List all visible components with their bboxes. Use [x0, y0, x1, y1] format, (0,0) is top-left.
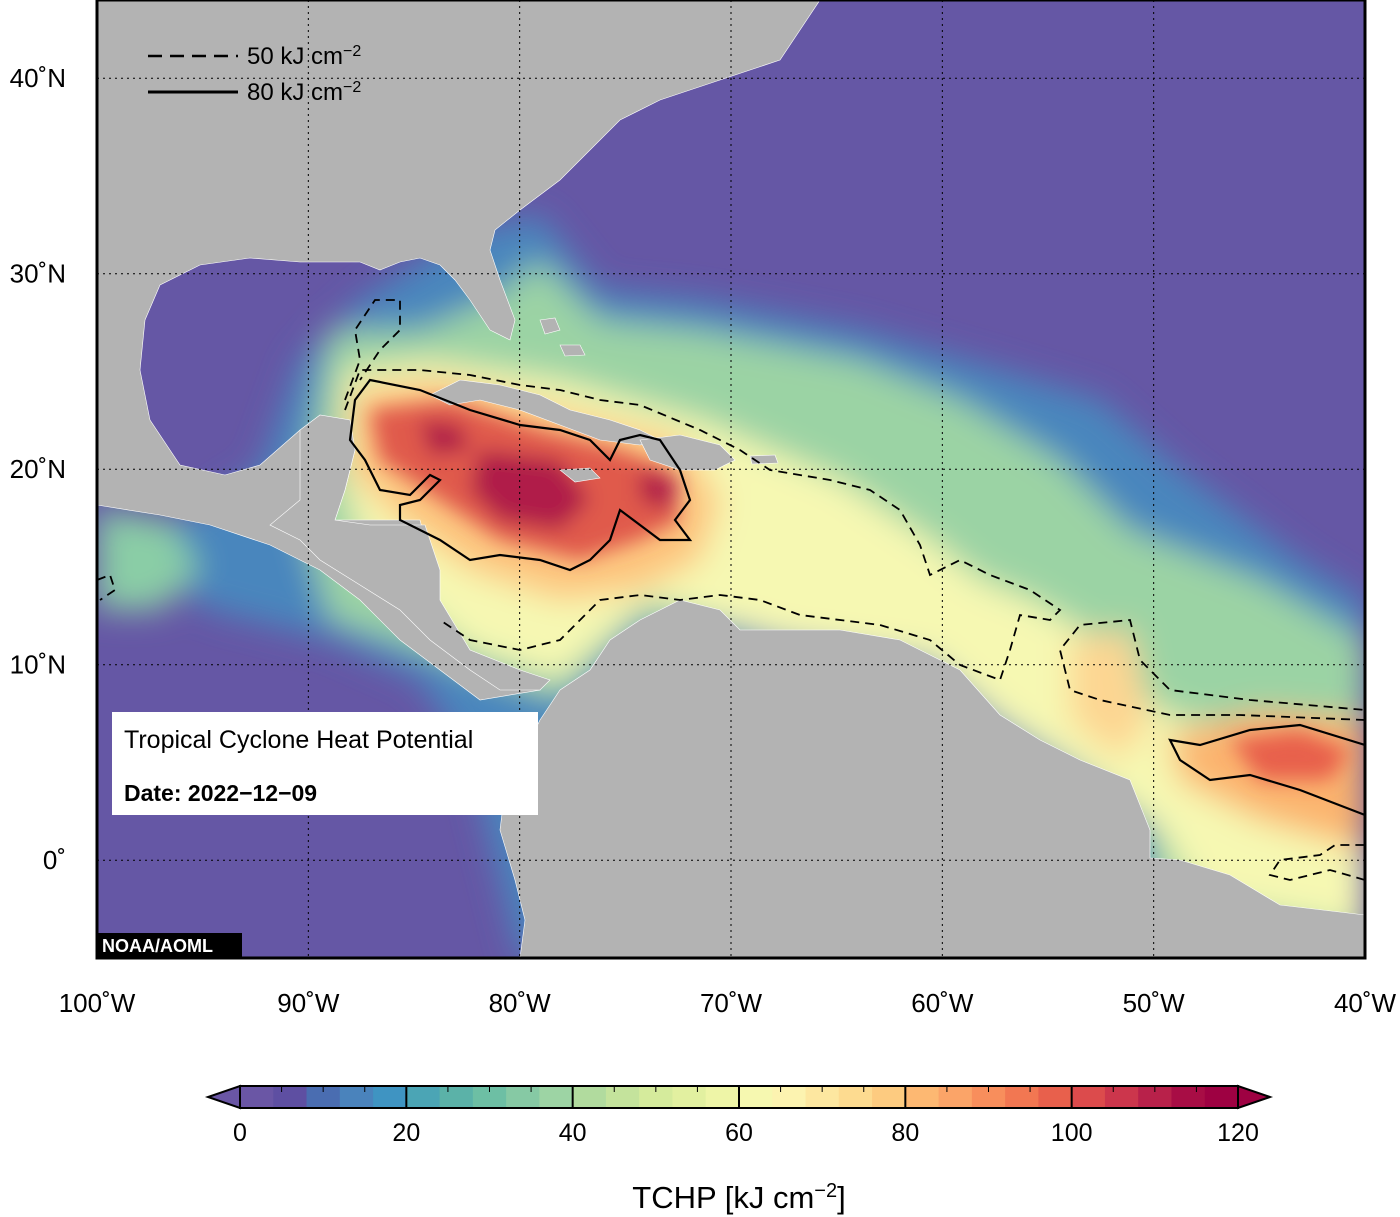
land — [97, 0, 1365, 958]
contour-50-east — [1059, 619, 1365, 721]
colorbar-cell-20 — [905, 1086, 940, 1108]
colorbar-tick-label-1: 20 — [392, 1119, 420, 1147]
credit-text: NOAA/AOML — [102, 936, 213, 956]
colorbar-cell-5 — [406, 1086, 441, 1108]
info-box-background — [112, 712, 538, 815]
colorbar-cell-10 — [572, 1086, 607, 1108]
colorbar-cell-19 — [872, 1086, 906, 1108]
lon-tick-label-4: 60˚W — [911, 988, 974, 1018]
colorbar-min-arrow — [204, 1084, 241, 1110]
colorbar-cell-23 — [1005, 1086, 1039, 1108]
lon-tick-label-6: 40˚W — [1334, 988, 1397, 1018]
colorbar-max-arrow — [1237, 1084, 1274, 1110]
colorbar-tick-label-6: 120 — [1217, 1119, 1259, 1147]
tchp-zone-mid-west — [97, 510, 200, 610]
colorbar-cell-22 — [971, 1086, 1006, 1108]
colorbar-cell-11 — [605, 1086, 640, 1108]
legend-solid-label: 80 kJ cm−2 — [247, 79, 361, 107]
colorbar-tick-label-0: 0 — [233, 1119, 247, 1147]
contour-50-west-edge — [97, 573, 117, 601]
colorbar-tick-label-5: 100 — [1051, 1119, 1093, 1147]
colorbar-tick-label-4: 80 — [891, 1119, 919, 1147]
colorbar-title: TCHP [kJ cm−2] — [632, 1180, 845, 1215]
land-jamaica — [559, 467, 601, 483]
colorbar-cell-17 — [805, 1086, 840, 1108]
lat-tick-label-2: 20˚N — [10, 454, 66, 484]
map-frame — [95, 0, 1367, 960]
lat-tick-label-0: 40˚N — [10, 63, 66, 93]
contour-80-east — [1168, 723, 1365, 817]
colorbar-cell-29 — [1204, 1086, 1239, 1108]
contour-80-caribbean — [348, 378, 693, 572]
map-title: Tropical Cyclone Heat Potential — [124, 726, 473, 754]
colorbar-cell-28 — [1171, 1086, 1206, 1108]
credit-label: NOAA/AOML — [97, 933, 242, 958]
colorbar-cell-15 — [739, 1086, 773, 1108]
colorbar-cell-7 — [472, 1086, 507, 1108]
colorbar-tick-label-3: 60 — [725, 1119, 753, 1147]
lat-tick-label-3: 10˚N — [10, 650, 66, 680]
land-bahamas — [539, 317, 586, 357]
colorbar-cell-6 — [439, 1086, 474, 1108]
land-yucatan-central — [269, 414, 551, 691]
colorbar-cell-14 — [705, 1086, 740, 1108]
colorbar: 0 20 40 60 80 100 120 TCHP [kJ cm−2] — [204, 1084, 1274, 1215]
map-date: Date: 2022−12−09 — [124, 780, 317, 806]
colorbar-cell-4 — [373, 1086, 407, 1108]
contour-50-east-south — [1268, 844, 1365, 881]
colorbar-tick-label-2: 40 — [559, 1119, 587, 1147]
tchp-zone-hot-east-b — [1070, 630, 1150, 760]
colorbar-cell-9 — [539, 1086, 574, 1108]
colorbar-cell-18 — [838, 1086, 873, 1108]
longitude-labels: 100˚W 90˚W 80˚W 70˚W 60˚W 50˚W 40˚W — [59, 988, 1397, 1018]
lon-tick-label-2: 80˚W — [489, 988, 552, 1018]
colorbar-cell-3 — [339, 1086, 374, 1108]
colorbar-cell-2 — [306, 1086, 341, 1108]
lon-tick-label-0: 100˚W — [59, 988, 136, 1018]
info-box: Tropical Cyclone Heat Potential Date: 20… — [112, 712, 538, 815]
colorbar-cells — [240, 1086, 1239, 1108]
lon-tick-label-3: 70˚W — [700, 988, 763, 1018]
colorbar-cell-27 — [1138, 1086, 1173, 1108]
colorbar-cell-13 — [672, 1086, 707, 1108]
lon-tick-label-1: 90˚W — [277, 988, 340, 1018]
colorbar-cell-0 — [240, 1086, 274, 1108]
colorbar-cell-26 — [1104, 1086, 1139, 1108]
credit-background — [97, 933, 242, 958]
latitude-labels: 40˚N 30˚N 20˚N 10˚N 0˚ — [10, 63, 66, 875]
map-panel: 50 kJ cm−2 80 kJ cm−2 Tropical Cyclone H… — [97, 0, 1365, 958]
colorbar-cell-8 — [506, 1086, 540, 1108]
contour-legend: 50 kJ cm−2 80 kJ cm−2 — [148, 43, 361, 107]
tchp-zone-core-east — [1230, 730, 1350, 780]
colorbar-cell-21 — [938, 1086, 973, 1108]
colorbar-cell-16 — [772, 1086, 807, 1108]
colorbar-cell-12 — [639, 1086, 674, 1108]
colorbar-ticks: 0 20 40 60 80 100 120 — [233, 1086, 1259, 1147]
tchp-zone-peak — [420, 420, 680, 530]
contour-50-gulf-loop — [344, 299, 401, 401]
colorbar-cell-24 — [1038, 1086, 1073, 1108]
lat-tick-label-4: 0˚ — [43, 845, 66, 875]
lat-tick-label-1: 30˚N — [10, 259, 66, 289]
contour-lines — [97, 299, 1365, 881]
legend-dashed-label: 50 kJ cm−2 — [247, 43, 361, 71]
contour-50-caribbean — [344, 369, 1062, 682]
colorbar-cell-1 — [273, 1086, 308, 1108]
lon-tick-label-5: 50˚W — [1123, 988, 1186, 1018]
colorbar-cell-25 — [1071, 1086, 1106, 1108]
